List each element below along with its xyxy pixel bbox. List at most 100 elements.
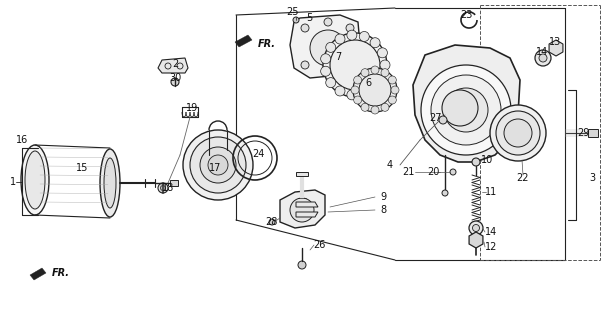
Circle shape	[490, 105, 546, 161]
Circle shape	[330, 40, 380, 90]
Circle shape	[442, 190, 448, 196]
Text: 14: 14	[536, 47, 548, 57]
Circle shape	[293, 17, 299, 23]
Circle shape	[472, 158, 480, 166]
Circle shape	[324, 18, 332, 26]
Text: 29: 29	[577, 128, 589, 138]
Circle shape	[301, 24, 309, 32]
Circle shape	[496, 111, 540, 155]
Circle shape	[439, 116, 447, 124]
Circle shape	[370, 38, 380, 48]
Text: 15: 15	[76, 163, 88, 173]
Text: 22: 22	[517, 173, 529, 183]
Circle shape	[290, 198, 314, 222]
Circle shape	[323, 33, 387, 97]
Text: 2: 2	[172, 59, 178, 69]
Text: 12: 12	[485, 242, 497, 252]
Circle shape	[354, 76, 362, 84]
Polygon shape	[170, 180, 178, 186]
Circle shape	[444, 88, 488, 132]
Text: 28: 28	[265, 217, 277, 227]
Circle shape	[335, 34, 345, 44]
Circle shape	[370, 82, 380, 92]
Text: 7: 7	[335, 52, 341, 62]
Polygon shape	[469, 232, 483, 248]
Circle shape	[183, 130, 253, 200]
Circle shape	[469, 221, 483, 235]
Text: 26: 26	[313, 240, 325, 250]
Circle shape	[539, 54, 547, 62]
Circle shape	[325, 42, 336, 52]
Text: 1: 1	[10, 177, 16, 187]
Circle shape	[371, 66, 379, 74]
Circle shape	[269, 219, 275, 225]
Ellipse shape	[25, 151, 45, 209]
Circle shape	[347, 90, 357, 100]
Text: 10: 10	[481, 155, 493, 165]
Circle shape	[359, 74, 391, 106]
Circle shape	[380, 60, 390, 70]
Text: 23: 23	[460, 10, 472, 20]
Polygon shape	[296, 202, 318, 207]
Circle shape	[388, 76, 396, 84]
Circle shape	[353, 68, 397, 112]
Circle shape	[301, 61, 309, 69]
Ellipse shape	[100, 149, 120, 217]
Circle shape	[190, 137, 246, 193]
Text: 18: 18	[162, 183, 174, 193]
Polygon shape	[235, 35, 252, 47]
Polygon shape	[549, 40, 563, 56]
Polygon shape	[296, 212, 318, 217]
Text: 9: 9	[380, 192, 386, 202]
Polygon shape	[290, 15, 360, 78]
Circle shape	[200, 147, 236, 183]
Circle shape	[321, 66, 331, 76]
Text: 21: 21	[402, 167, 414, 177]
Circle shape	[431, 75, 501, 145]
Text: 19: 19	[186, 103, 198, 113]
Circle shape	[335, 86, 345, 96]
Circle shape	[310, 30, 346, 66]
Text: 11: 11	[485, 187, 497, 197]
Text: 20: 20	[427, 167, 439, 177]
Circle shape	[378, 48, 387, 58]
Polygon shape	[30, 268, 46, 280]
Circle shape	[473, 225, 480, 231]
Polygon shape	[158, 58, 188, 73]
Circle shape	[378, 72, 387, 82]
Circle shape	[359, 31, 369, 42]
Text: 14: 14	[485, 227, 497, 237]
Circle shape	[354, 96, 362, 104]
Circle shape	[351, 86, 359, 94]
Polygon shape	[413, 45, 520, 162]
Circle shape	[361, 103, 369, 111]
Circle shape	[347, 30, 357, 40]
Circle shape	[359, 89, 369, 99]
Polygon shape	[296, 172, 308, 176]
Text: 16: 16	[16, 135, 28, 145]
Text: 27: 27	[430, 113, 442, 123]
Circle shape	[388, 96, 396, 104]
Text: FR.: FR.	[52, 268, 70, 278]
Circle shape	[361, 69, 369, 77]
Text: 13: 13	[549, 37, 561, 47]
Circle shape	[391, 86, 399, 94]
Polygon shape	[280, 190, 325, 228]
Circle shape	[371, 106, 379, 114]
Text: 17: 17	[209, 163, 221, 173]
Polygon shape	[588, 129, 598, 137]
Circle shape	[208, 155, 228, 175]
Text: 25: 25	[287, 7, 299, 17]
Text: 6: 6	[365, 78, 371, 88]
Circle shape	[381, 103, 389, 111]
Circle shape	[381, 69, 389, 77]
Circle shape	[504, 119, 532, 147]
Text: 5: 5	[306, 13, 312, 23]
Text: 4: 4	[387, 160, 393, 170]
Text: 3: 3	[589, 173, 595, 183]
Circle shape	[321, 54, 331, 64]
Ellipse shape	[21, 145, 49, 215]
Circle shape	[346, 24, 354, 32]
Text: 8: 8	[380, 205, 386, 215]
Circle shape	[298, 261, 306, 269]
